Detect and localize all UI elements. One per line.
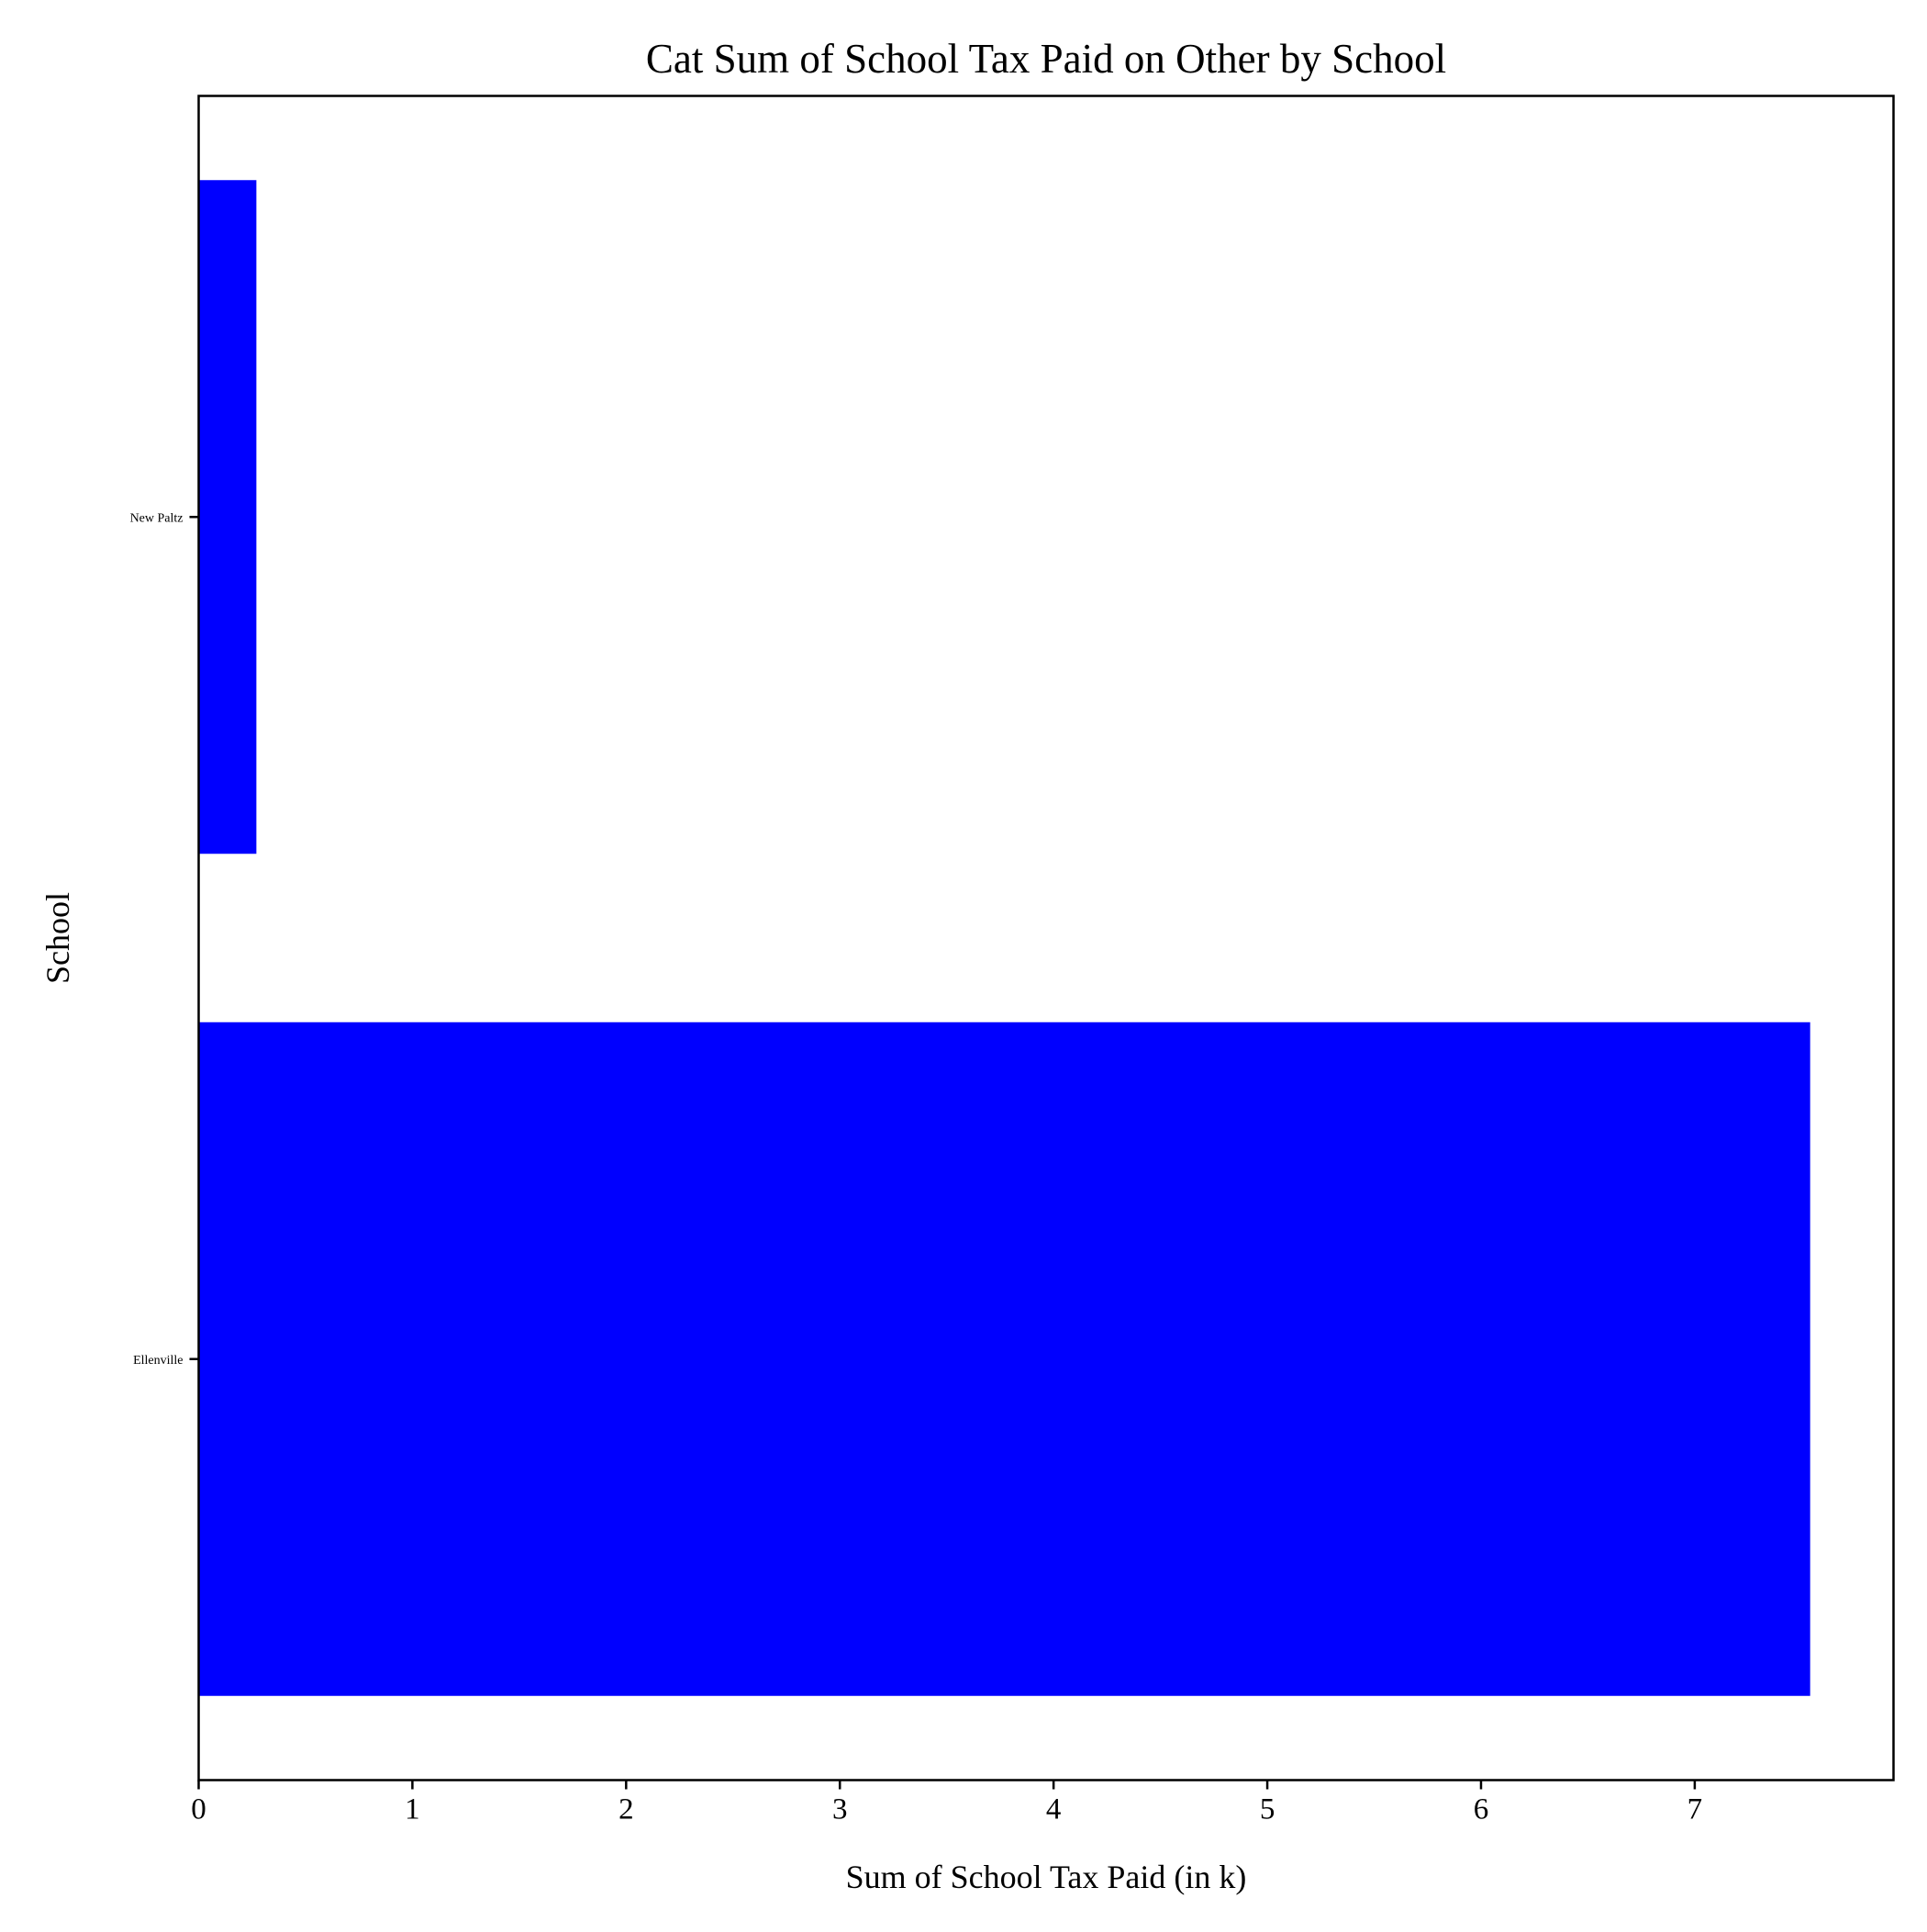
- x-axis-label: Sum of School Tax Paid (in k): [846, 1859, 1247, 1895]
- chart-title: Cat Sum of School Tax Paid on Other by S…: [646, 36, 1446, 82]
- plot-frame: [197, 95, 1895, 1781]
- x-tick-label-0: 0: [191, 1793, 206, 1826]
- y-axis-label: School: [39, 892, 76, 984]
- x-tick-label-5: 5: [1260, 1793, 1275, 1826]
- y-tick-label-ellenville: Ellenville: [133, 1354, 183, 1368]
- bar-ellenville: [198, 1022, 1810, 1696]
- x-tick-label-6: 6: [1474, 1793, 1489, 1826]
- bar-new-paltz: [198, 180, 257, 854]
- bars-layer: [198, 180, 1810, 1696]
- y-tick-label-new-paltz: New Paltz: [130, 511, 184, 525]
- x-tick-label-1: 1: [405, 1793, 420, 1826]
- x-axis: 0 1 2 3 4 5 6 7: [191, 1780, 1703, 1826]
- y-axis: Ellenville New Paltz: [130, 511, 199, 1368]
- x-tick-label-4: 4: [1046, 1793, 1062, 1826]
- x-tick-label-2: 2: [618, 1793, 634, 1826]
- x-tick-label-3: 3: [832, 1793, 848, 1826]
- x-tick-label-7: 7: [1688, 1793, 1703, 1826]
